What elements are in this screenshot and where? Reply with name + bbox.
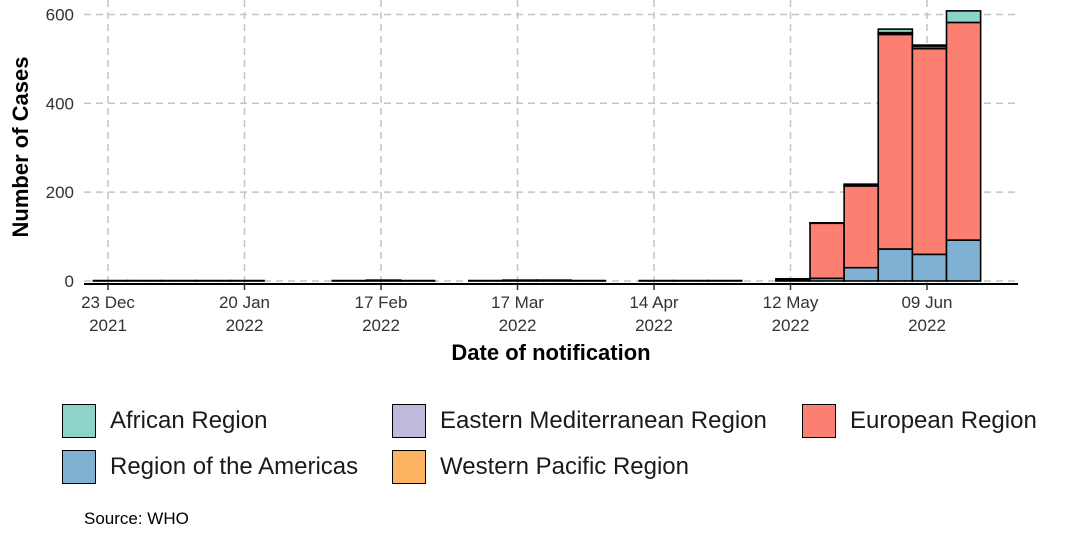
bar-segment — [809, 222, 845, 280]
bar-segment — [945, 21, 982, 241]
bar-segment — [502, 279, 538, 282]
y-tick-labels: 0 200 400 600 — [46, 5, 74, 291]
bar-segment — [911, 253, 948, 282]
legend: African Region Eastern Mediterranean Reg… — [62, 398, 1072, 490]
bar-segment — [843, 266, 880, 282]
legend-label-eastern-mediterranean: Eastern Mediterranean Region — [440, 407, 767, 434]
legend-swatch-americas — [62, 450, 96, 484]
x-tick-label-date: 12 May — [763, 293, 819, 312]
legend-label-western-pacific: Western Pacific Region — [440, 453, 689, 480]
bar-segment — [365, 279, 402, 282]
y-axis-title: Number of Cases — [8, 57, 33, 238]
x-tick-label-date: 09 Jun — [901, 293, 952, 312]
bar-segment — [536, 279, 572, 282]
legend-label-african: African Region — [110, 407, 268, 434]
x-tick-label-date: 23 Dec — [81, 293, 135, 312]
bar-segment — [945, 239, 982, 282]
x-tick-label-year: 2022 — [772, 316, 810, 335]
bars — [92, 10, 982, 282]
bar-segment — [843, 183, 880, 186]
x-tick-label-year: 2022 — [362, 316, 400, 335]
legend-row-2: Region of the Americas Western Pacific R… — [62, 444, 1072, 490]
x-tick-label-date: 20 Jan — [219, 293, 270, 312]
bar-segment — [877, 28, 914, 34]
y-tick-label: 400 — [46, 94, 74, 113]
legend-swatch-eastern-mediterranean — [392, 404, 426, 438]
bar-segment — [877, 248, 914, 282]
legend-item-eastern-mediterranean: Eastern Mediterranean Region — [392, 404, 802, 438]
legend-item-americas: Region of the Americas — [62, 450, 392, 484]
y-tick-label: 200 — [46, 183, 74, 202]
stacked-bar-chart: 0 200 400 600 23 Dec 2021 20 Jan 2022 17 Feb 202… — [8, 0, 1018, 365]
bar-segment — [945, 10, 982, 24]
x-tick-label-year: 2022 — [908, 316, 946, 335]
bar-segment — [877, 33, 914, 250]
x-tick-label-year: 2022 — [226, 316, 264, 335]
x-tick-label-date: 17 Mar — [491, 293, 544, 312]
source-caption: Source: WHO — [84, 509, 189, 528]
x-tick-label-date: 17 Feb — [355, 293, 408, 312]
bar-segment — [911, 44, 948, 47]
legend-item-european: European Region — [802, 404, 1037, 438]
legend-label-european: European Region — [850, 407, 1037, 434]
y-tick-label: 600 — [46, 5, 74, 24]
x-tick-label-year: 2022 — [635, 316, 673, 335]
legend-row-1: African Region Eastern Mediterranean Reg… — [62, 398, 1072, 444]
legend-label-americas: Region of the Americas — [110, 453, 359, 480]
bar-segment — [911, 47, 948, 256]
y-tick-label: 0 — [65, 272, 74, 291]
bar-segment — [775, 277, 811, 281]
x-tick-labels: 23 Dec 2021 20 Jan 2022 17 Feb 2022 17 Mar 2022… — [81, 284, 953, 335]
x-tick-label-date: 14 Apr — [629, 293, 678, 312]
x-tick-label-year: 2021 — [89, 316, 127, 335]
legend-swatch-european — [802, 404, 836, 438]
x-tick-label-year: 2022 — [499, 316, 537, 335]
legend-swatch-african — [62, 404, 96, 438]
bar-segment — [843, 185, 880, 269]
x-axis-title: Date of notification — [451, 340, 650, 365]
legend-swatch-western-pacific — [392, 450, 426, 484]
legend-item-african: African Region — [62, 404, 392, 438]
legend-item-western-pacific: Western Pacific Region — [392, 450, 689, 484]
